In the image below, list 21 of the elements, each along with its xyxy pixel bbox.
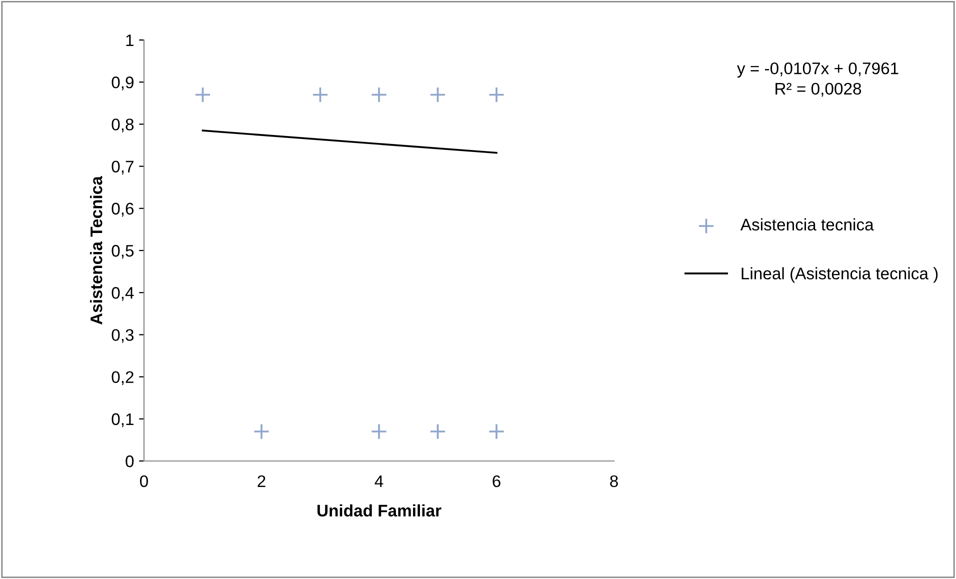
legend-label: Asistencia tecnica xyxy=(740,218,874,231)
x-axis-title: Unidad Familiar xyxy=(317,504,442,517)
y-tick-label: 1 xyxy=(126,34,134,46)
x-tick-label: 6 xyxy=(492,475,500,488)
x-tick-label: 2 xyxy=(258,475,266,487)
y-tick-label: 0,6 xyxy=(112,202,134,217)
y-axis-title: Asistencia Tecnica xyxy=(90,176,102,324)
legend-label: Lineal (Asistencia tecnica ) xyxy=(742,267,938,283)
y-tick-label: 0 xyxy=(126,455,134,468)
y-tick-label: 0,8 xyxy=(112,118,134,132)
y-tick-label: 0,2 xyxy=(112,371,134,385)
x-tick-label: 4 xyxy=(374,476,384,487)
y-tick-label: 0,5 xyxy=(112,244,134,259)
y-tick-label: 0,3 xyxy=(112,329,134,343)
y-tick-label: 0,1 xyxy=(112,413,134,428)
y-tick-label: 0,4 xyxy=(112,287,134,301)
x-tick-label: 0 xyxy=(140,475,148,488)
text: y = -0,0107x + 0,7961 R² = 0,0028 xyxy=(736,62,898,97)
y-tick-label: 0,7 xyxy=(112,160,134,174)
y-tick-label: 0,9 xyxy=(112,76,134,90)
x-tick-label: 8 xyxy=(610,475,618,488)
